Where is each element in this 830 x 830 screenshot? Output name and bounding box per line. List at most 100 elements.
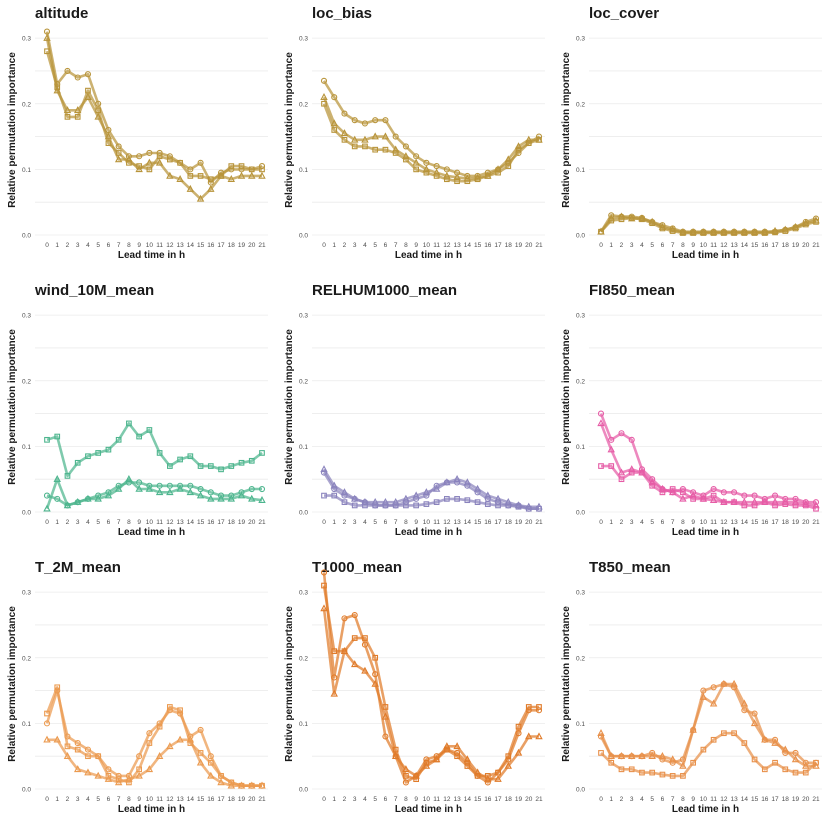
x-tick-label: 7 xyxy=(671,796,675,803)
data-point-square xyxy=(802,502,809,509)
y-tick-label: 0.1 xyxy=(576,721,585,728)
data-point-square xyxy=(207,759,214,766)
data-point-square xyxy=(341,648,348,655)
data-point-triangle xyxy=(176,735,184,743)
data-point-triangle xyxy=(258,496,266,503)
data-point-circle xyxy=(197,159,204,166)
x-axis-label: Lead time in h xyxy=(395,250,462,261)
data-point-square xyxy=(126,779,132,786)
x-tick-label: 0 xyxy=(45,519,49,526)
data-point-circle xyxy=(618,430,625,437)
data-point-triangle xyxy=(771,738,779,746)
x-tick-label: 18 xyxy=(782,242,790,249)
data-point-triangle xyxy=(730,679,738,687)
y-tick-label: 0.3 xyxy=(576,313,585,320)
data-point-square xyxy=(403,502,409,509)
y-tick-label: 0.3 xyxy=(299,36,308,43)
data-point-square xyxy=(382,704,389,710)
x-tick-label: 3 xyxy=(353,796,357,803)
data-point-square xyxy=(362,143,368,150)
data-point-triangle xyxy=(473,484,482,492)
data-point-circle xyxy=(54,495,61,502)
x-tick-label: 1 xyxy=(55,796,59,803)
y-tick-label: 0.1 xyxy=(22,721,31,728)
y-axis-label: Relative permutation importance xyxy=(7,606,18,762)
x-tick-label: 8 xyxy=(681,796,685,803)
data-point-square xyxy=(700,496,707,502)
x-tick-label: 0 xyxy=(322,242,326,249)
data-point-square xyxy=(495,169,501,176)
x-tick-label: 13 xyxy=(176,519,184,526)
y-tick-label: 0.1 xyxy=(22,167,31,174)
data-point-square xyxy=(505,753,512,760)
data-point-triangle xyxy=(791,755,800,763)
x-tick-label: 15 xyxy=(751,242,759,249)
data-point-square xyxy=(413,502,419,509)
data-point-square xyxy=(372,146,379,153)
x-tick-label: 12 xyxy=(166,242,174,249)
data-point-triangle xyxy=(381,132,390,140)
data-point-square xyxy=(782,501,789,507)
data-point-triangle xyxy=(145,158,154,166)
data-point-square xyxy=(659,771,666,778)
x-tick-label: 6 xyxy=(107,519,111,526)
data-point-square xyxy=(454,496,460,502)
data-point-square xyxy=(167,156,173,163)
x-tick-label: 7 xyxy=(117,519,121,526)
data-point-square xyxy=(351,143,358,150)
data-point-triangle xyxy=(114,484,123,492)
data-point-triangle xyxy=(402,494,410,502)
data-point-triangle xyxy=(679,761,687,769)
x-tick-label: 21 xyxy=(535,242,543,249)
data-point-triangle xyxy=(617,468,626,476)
data-point-triangle xyxy=(412,158,420,166)
x-tick-label: 4 xyxy=(363,519,367,526)
data-point-triangle xyxy=(761,735,769,743)
data-point-circle xyxy=(331,94,338,101)
data-point-triangle xyxy=(617,752,626,759)
data-point-square xyxy=(618,216,625,223)
x-tick-label: 10 xyxy=(423,242,431,249)
data-point-square xyxy=(248,782,255,789)
x-tick-label: 2 xyxy=(343,796,347,803)
series-line-triangle xyxy=(322,96,539,180)
data-point-square xyxy=(351,635,358,641)
data-point-square xyxy=(207,463,214,469)
series-line-triangle xyxy=(45,37,262,201)
data-point-triangle xyxy=(330,481,338,489)
x-axis-label: Lead time in h xyxy=(118,527,185,538)
series-line-square xyxy=(600,216,817,235)
data-point-triangle xyxy=(494,774,502,782)
data-point-triangle xyxy=(63,501,72,509)
data-point-triangle xyxy=(679,494,687,502)
data-point-square xyxy=(218,466,224,473)
series-line-triangle xyxy=(322,468,539,509)
x-tick-label: 13 xyxy=(176,796,184,803)
data-point-square xyxy=(95,450,102,456)
data-point-triangle xyxy=(196,758,205,766)
data-point-square xyxy=(639,469,645,476)
data-point-square xyxy=(54,433,61,440)
data-point-square xyxy=(146,166,153,173)
x-tick-label: 16 xyxy=(484,519,492,526)
x-tick-label: 17 xyxy=(494,796,502,803)
data-point-triangle xyxy=(227,175,236,182)
x-tick-label: 8 xyxy=(127,242,131,249)
data-point-square xyxy=(659,489,666,496)
x-tick-label: 20 xyxy=(525,796,533,803)
x-tick-label: 1 xyxy=(609,242,613,249)
data-point-triangle xyxy=(668,488,677,496)
data-point-square xyxy=(218,773,224,779)
x-tick-label: 0 xyxy=(45,242,49,249)
data-point-square xyxy=(802,221,809,228)
x-tick-label: 21 xyxy=(258,519,266,526)
x-tick-label: 8 xyxy=(681,242,685,249)
data-point-square xyxy=(649,769,656,776)
data-point-square xyxy=(598,463,604,469)
data-point-triangle xyxy=(227,781,236,789)
y-tick-label: 0.2 xyxy=(299,655,308,662)
x-tick-label: 11 xyxy=(156,519,163,526)
data-point-triangle xyxy=(84,494,92,502)
x-tick-label: 12 xyxy=(443,242,451,249)
data-point-triangle xyxy=(607,752,615,759)
